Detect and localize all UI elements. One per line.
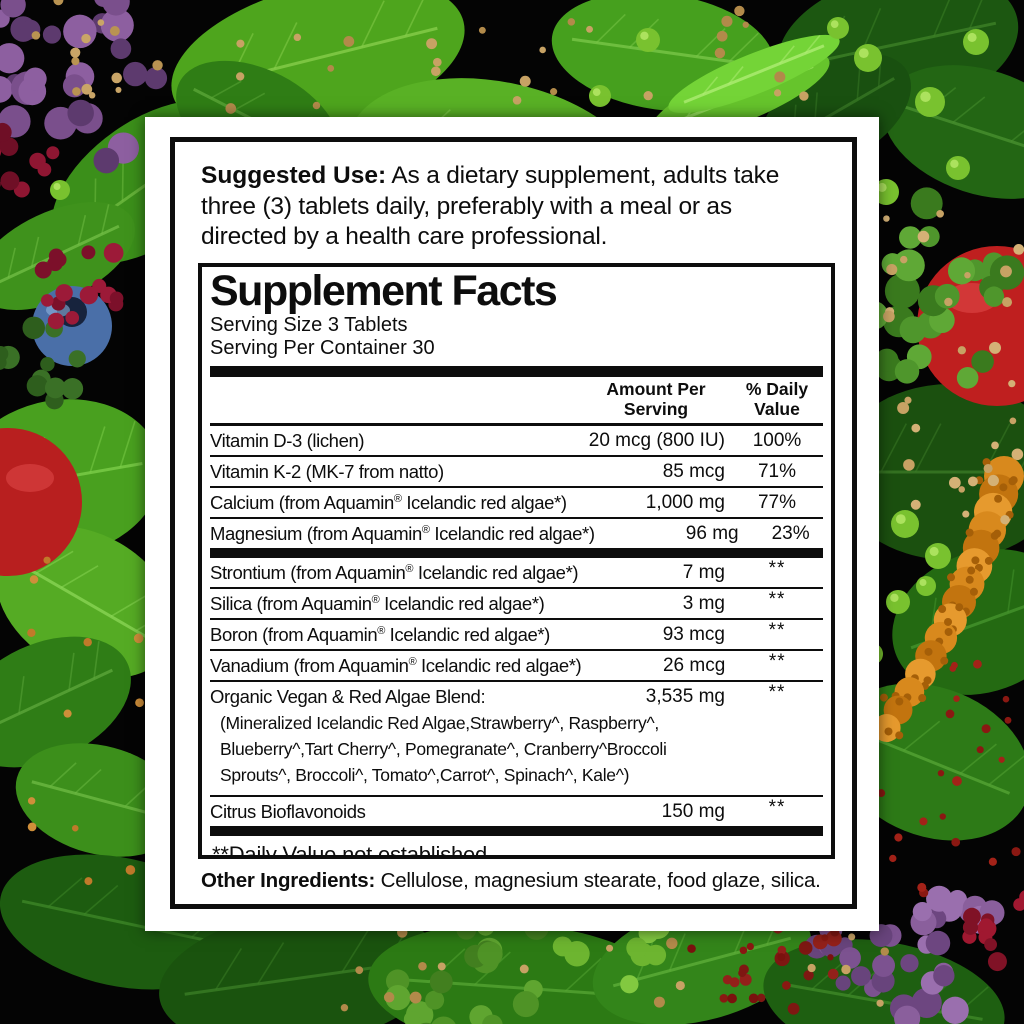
fact-row: Silica (from Aquamin® Icelandic red alga… [210, 589, 823, 620]
suggested-use-body: As a dietary supplement, adults take thr… [201, 162, 780, 250]
daily-value-column-header: % Daily Value [745, 379, 809, 419]
facts-rows: Vitamin D-3 (lichen) 20 mcg (800 IU) 100% V… [210, 426, 823, 836]
section-divider-bar [210, 826, 823, 836]
fact-row: Vanadium (from Aquamin® Icelandic red al… [210, 651, 823, 682]
ingredient-daily-value: ** [768, 589, 786, 610]
ingredient-name: Calcium (from Aquamin® Icelandic red alg… [210, 492, 567, 513]
fact-row: Organic Vegan & Red Algae Blend: 3,535 mg… [210, 682, 823, 797]
ingredient-name: Citrus Bioflavonoids [210, 801, 366, 822]
section-divider-bar [210, 366, 823, 377]
ingredient-amount: 3,535 mg [645, 686, 725, 707]
ingredient-daily-value: 71% [757, 461, 797, 482]
ingredient-amount: 93 mcg [662, 624, 725, 645]
ingredient-daily-value: ** [768, 620, 786, 641]
ingredient-amount: 150 mg [661, 801, 725, 822]
fact-row: Vitamin D-3 (lichen) 20 mcg (800 IU) 100% [210, 426, 823, 457]
ingredient-daily-value: ** [768, 651, 786, 672]
fact-row: Vitamin K-2 (MK-7 from natto) 85 mcg 71% [210, 457, 823, 488]
fact-row: Boron (from Aquamin® Icelandic red algae… [210, 620, 823, 651]
fact-row: Strontium (from Aquamin® Icelandic red a… [210, 558, 823, 589]
suggested-use-text: Suggested Use: As a dietary supplement, … [201, 161, 823, 253]
supplement-facts-panel: Supplement Facts Serving Size 3 Tablets … [198, 263, 835, 859]
facts-header-row: Amount Per Serving % Daily Value [210, 377, 823, 426]
serving-size: Serving Size 3 Tablets [210, 314, 408, 336]
ingredient-amount: 20 mcg (800 IU) [588, 430, 725, 451]
fact-row: Magnesium (from Aquamin® Icelandic red a… [210, 519, 823, 548]
ingredient-name: Silica (from Aquamin® Icelandic red alga… [210, 593, 545, 614]
daily-value-footnote: **Daily Value not established [212, 842, 488, 859]
other-ingredients-text: Other Ingredients: Cellulose, magnesium … [201, 869, 837, 893]
label-panel: Suggested Use: As a dietary supplement, … [145, 117, 879, 931]
ingredient-amount: 1,000 mg [645, 492, 725, 513]
ingredient-daily-value: ** [768, 558, 786, 579]
ingredient-amount: 3 mg [682, 593, 725, 614]
amount-column-header: Amount Per Serving [606, 379, 706, 419]
ingredient-name: Boron (from Aquamin® Icelandic red algae… [210, 624, 550, 645]
ingredient-daily-value: 23% [771, 523, 810, 544]
ingredient-amount: 96 mg [685, 523, 739, 544]
suggested-use-label: Suggested Use: [201, 162, 387, 189]
outer-border-box [170, 137, 857, 909]
ingredient-daily-value: 100% [752, 430, 802, 451]
ingredient-daily-value: ** [768, 682, 786, 703]
ingredient-name: Vitamin K-2 (MK-7 from natto) [210, 461, 444, 482]
ingredient-amount: 26 mcg [662, 655, 726, 676]
fact-row: Citrus Bioflavonoids 150 mg ** [210, 797, 823, 826]
ingredient-daily-value: 77% [757, 492, 797, 513]
ingredient-name: Organic Vegan & Red Algae Blend: [210, 686, 486, 707]
ingredient-amount: 7 mg [682, 562, 725, 583]
ingredient-amount: 85 mcg [662, 461, 725, 482]
ingredient-name: Vanadium (from Aquamin® Icelandic red al… [210, 655, 582, 676]
ingredient-name: Strontium (from Aquamin® Icelandic red a… [210, 562, 579, 583]
blend-ingredient-list: (Mineralized Icelandic Red Algae,Strawbe… [220, 713, 667, 785]
ingredient-name: Vitamin D-3 (lichen) [210, 430, 365, 451]
supplement-facts-title: Supplement Facts [210, 267, 558, 315]
servings-per-container: Serving Per Container 30 [210, 337, 435, 359]
other-ingredients-label: Other Ingredients: [201, 869, 376, 892]
ingredient-daily-value: ** [768, 797, 786, 818]
ingredient-name: Magnesium (from Aquamin® Icelandic red a… [210, 523, 595, 544]
section-divider-bar [210, 548, 823, 558]
fact-row: Calcium (from Aquamin® Icelandic red alg… [210, 488, 823, 519]
other-ingredients-body: Cellulose, magnesium stearate, food glaz… [375, 869, 821, 892]
